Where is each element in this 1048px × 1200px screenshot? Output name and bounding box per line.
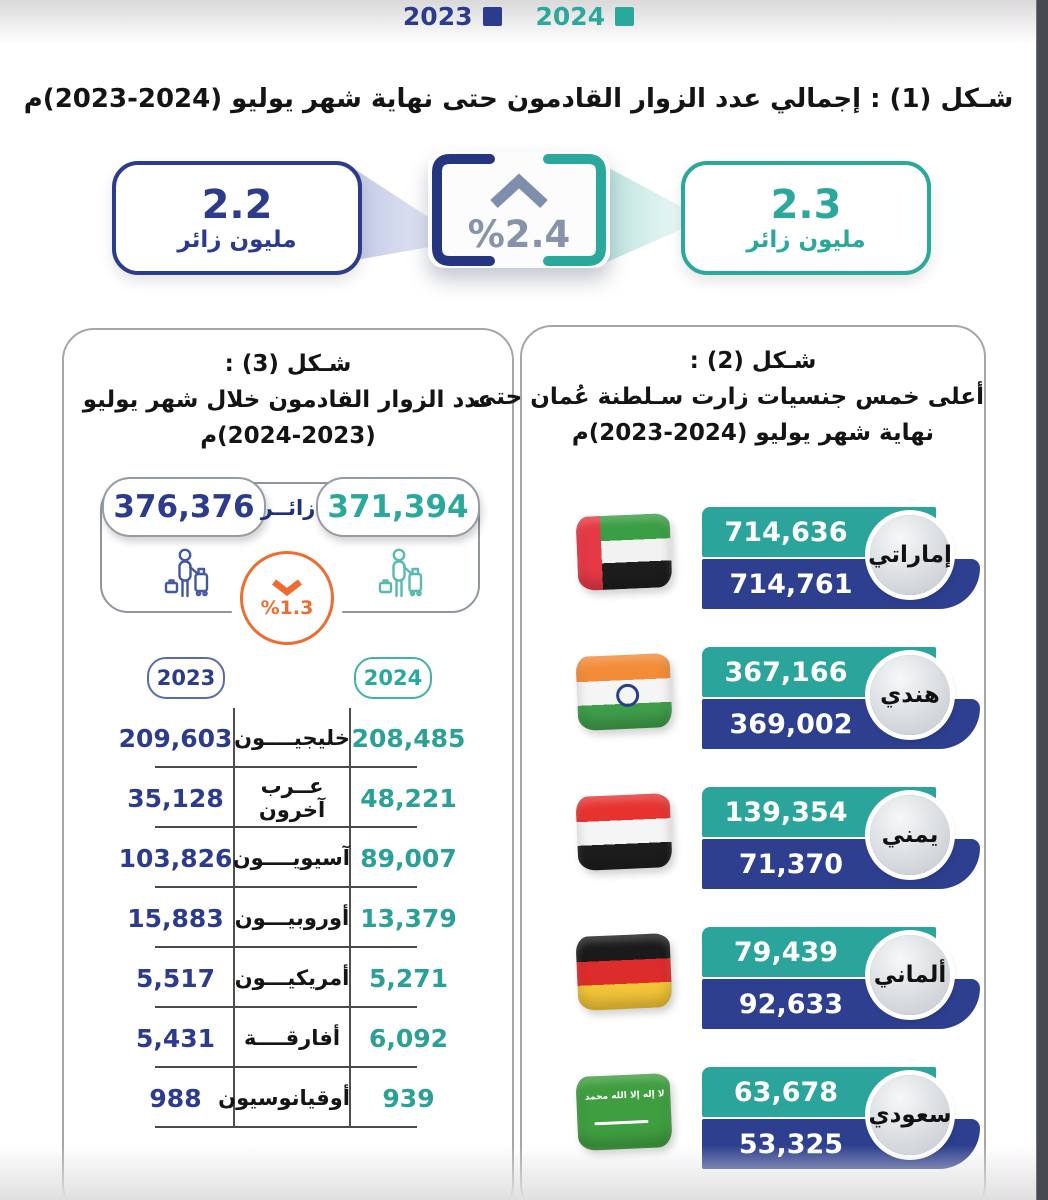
fig3-category-label: خليجيــــون (234, 726, 350, 750)
flag-wrap: لا إله إلا الله محمد رسول الله (575, 1069, 673, 1157)
flag-wrap (575, 649, 673, 737)
chakra-icon (615, 682, 640, 707)
figure3-total-2024: 371,394 (316, 477, 480, 537)
figure3-year-2024-pill: 2024 (354, 657, 432, 699)
fig3-row: 5,517 أمريكيـــون 5,271 (117, 948, 467, 1008)
fig3-category-label: أوروبيـــون (234, 906, 350, 930)
figure1-2024-value: 2.3 (770, 182, 842, 228)
figure2-title-line3: نهاية شهر يوليو (2024-2023)م (571, 420, 935, 446)
fig2-2024-bar: 63,678 (702, 1067, 936, 1117)
fig3-2023-value: 103,826 (118, 843, 233, 873)
flag-germany-icon (575, 932, 673, 1012)
legend-swatch-2023-icon (482, 7, 502, 26)
fig3-category-label: أوقيانوسيون (218, 1086, 350, 1110)
fig3-row: 103,826 آسيويــــون 89,007 (117, 828, 467, 888)
figure3-title-line2: عدد الزوار القادمون خلال شهر يوليو (82, 387, 494, 413)
fig3-category-label: عــرب آخرون (258, 774, 326, 822)
fig3-2024-value: 208,485 (351, 723, 466, 753)
figure3-year-2023-pill: 2023 (147, 657, 225, 699)
fig3-2024-value: 5,271 (368, 963, 449, 993)
legend-label-2023: 2023 (402, 2, 473, 31)
flag-india-icon (575, 652, 673, 732)
figure1-title: شـكل (1) : إجمالي عدد الزوار القادمون حت… (23, 84, 1014, 114)
fig3-row: 5,431 أفارقــــة 6,092 (117, 1008, 467, 1068)
shahada-script: لا إله إلا الله محمد رسول الله (584, 1089, 665, 1103)
flag-saudi-icon: لا إله إلا الله محمد رسول الله (575, 1072, 673, 1152)
flag-wrap (575, 509, 673, 597)
figure1-2024-box: 2.3 مليون زائر (681, 161, 931, 275)
fig3-row: 209,603 خليجيــــون 208,485 (117, 708, 467, 768)
figure2-title-line1: شـكل (2) : (689, 348, 817, 374)
table-vline-left (233, 708, 235, 1128)
legend-item-2024: 2024 (536, 2, 635, 31)
fig3-row: 988 أوقيانوسيون 939 (117, 1068, 467, 1128)
fig3-row: 35,128 عــرب آخرون 48,221 (117, 768, 467, 828)
traveler-luggage-2024-icon (376, 547, 430, 605)
figure1-2023-box: 2.2 مليون زائر (112, 161, 362, 275)
flag-wrap (575, 789, 673, 877)
fig2-row-germany: 79,439 92,633 ألماني (522, 927, 984, 1031)
nationality-badge: هندي (870, 655, 950, 735)
traveler-luggage-2023-icon (162, 547, 216, 605)
fig3-2023-value: 35,128 (127, 783, 224, 813)
nationality-badge: يمني (870, 795, 950, 875)
figure1-2023-value: 2.2 (201, 182, 273, 228)
nationality-badge: سعودي (869, 1075, 951, 1155)
fig3-2024-value: 939 (382, 1083, 435, 1113)
sword-icon (594, 1119, 649, 1126)
figure3-panel: شـكل (3) : عدد الزوار القادمون خلال شهر … (62, 328, 514, 1200)
bracket-frame-icon (432, 154, 606, 266)
table-vline-right (349, 708, 351, 1128)
fig3-2024-value: 48,221 (360, 783, 457, 813)
fig3-2023-value: 209,603 (118, 723, 233, 753)
figure3-total-2023: 376,376 (102, 477, 266, 537)
figure2-title-line2: أعلى خمس جنسيات زارت سـلطنة عُمان حتى (472, 384, 984, 410)
figure3-title-line3: (2024-2023)م (200, 423, 376, 449)
fig2-row-uae: 714,636 714,761 إماراتي (522, 507, 984, 611)
fig2-row-india: 367,166 369,002 هندي (522, 647, 984, 751)
figure2-panel: شـكل (2) : أعلى خمس جنسيات زارت سـلطنة ع… (472, 325, 986, 1200)
flag-wrap (575, 929, 673, 1017)
chevron-up-icon (490, 173, 548, 209)
legend-label-2024: 2024 (535, 2, 606, 31)
fig3-2023-value: 988 (149, 1083, 202, 1113)
figure3-change-value: %1.3 (260, 596, 314, 619)
figure3-table: 209,603 خليجيــــون 208,485 35,128 عــرب آخر… (117, 708, 467, 1128)
connector-left-decor (356, 170, 432, 260)
figure1-2023-unit: مليون زائر (177, 227, 297, 253)
figure3-change-badge: %1.3 (240, 551, 334, 645)
flag-uae-icon (575, 512, 673, 592)
figure1-change-value: %2.4 (467, 213, 571, 256)
legend-item-2023: 2023 (403, 2, 502, 31)
figure3-title: شـكل (3) : عدد الزوار القادمون خلال شهر … (64, 346, 512, 454)
figure2-title: شـكل (2) : أعلى خمس جنسيات زارت سـلطنة ع… (472, 343, 984, 451)
connector-right-decor (607, 167, 687, 262)
fig3-row: 15,883 أوروبيـــون 13,379 (117, 888, 467, 948)
fig2-2024-bar: 714,636 (702, 507, 936, 557)
fig2-row-yemen: 139,354 71,370 يمني (522, 787, 984, 891)
figure1-2024-unit: مليون زائر (746, 227, 866, 253)
fig3-category-label: آسيويــــون (232, 846, 350, 870)
figure1-change-box: %2.4 (428, 152, 610, 268)
chevron-down-icon (272, 578, 302, 596)
nationality-badge: ألماني (870, 935, 950, 1015)
fig3-2024-value: 89,007 (360, 843, 457, 873)
fig3-2024-value: 13,379 (360, 903, 457, 933)
fig3-2023-value: 15,883 (127, 903, 224, 933)
figure3-title-line1: شـكل (3) : (224, 351, 352, 377)
fig3-2023-value: 5,431 (135, 1023, 216, 1053)
fig2-row-saudi: لا إله إلا الله محمد رسول الله63,67853,3… (522, 1067, 984, 1171)
fig3-2024-value: 6,092 (368, 1023, 449, 1053)
nationality-badge: إماراتي (868, 515, 952, 595)
legend-swatch-2024-icon (615, 7, 635, 26)
legend: 2023 2024 (0, 2, 1037, 31)
fig3-category-label: أفارقــــة (243, 1026, 341, 1050)
flag-yemen-icon (575, 792, 673, 872)
viewer-edge-strip (1036, 0, 1048, 1200)
fig3-2023-value: 5,517 (135, 963, 216, 993)
fig3-category-label: أمريكيـــون (234, 966, 350, 990)
figure3-unit-label: زائــر (260, 496, 316, 520)
